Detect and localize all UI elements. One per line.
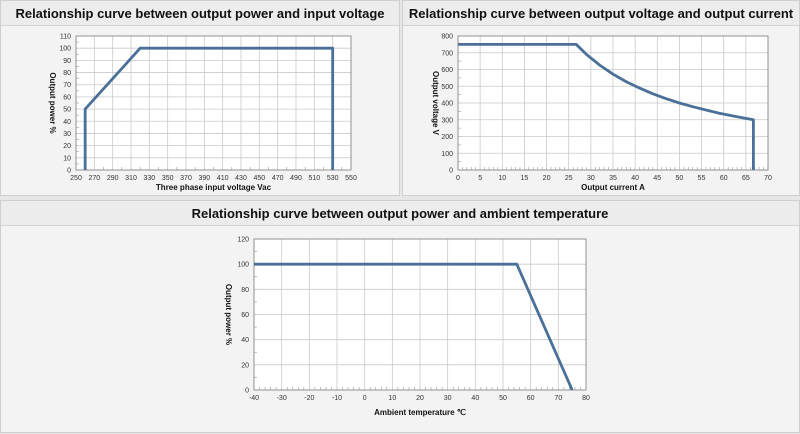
x-tick-label: 20 [543,175,551,182]
y-tick-label: 40 [241,337,249,344]
y-tick-label: 0 [449,168,453,175]
x-tick-label: 70 [764,175,772,182]
x-tick-label: 50 [676,175,684,182]
x-tick-label: 30 [587,175,595,182]
y-tick-label: 500 [441,84,453,91]
y-tick-label: 20 [241,362,249,369]
x-tick-label: 35 [609,175,617,182]
x-tick-label: 80 [582,395,590,402]
x-tick-label: 470 [272,175,284,182]
y-tick-label: 20 [63,143,71,150]
x-tick-label: 30 [444,395,452,402]
plot-frame [75,35,352,171]
y-tick-label: 90 [63,58,71,65]
x-tick-label: 20 [416,395,424,402]
x-tick-label: 250 [70,175,82,182]
x-tick-label: 0 [456,175,460,182]
x-tick-label: 45 [653,175,661,182]
x-tick-label: 10 [498,175,506,182]
x-tick-label: 290 [107,175,119,182]
x-tick-label: 550 [345,175,357,182]
x-tick-label: 490 [290,175,302,182]
x-tick-label: -30 [277,395,287,402]
y-tick-label: 700 [441,50,453,57]
x-tick-label: 60 [527,395,535,402]
x-tick-label: 410 [217,175,229,182]
y-axis-title: Output power % [48,72,57,133]
y-tick-label: 80 [63,70,71,77]
x-tick-label: 370 [180,175,192,182]
x-axis-title: Output current A [581,183,645,192]
plot-frame [253,238,587,391]
y-tick-label: 0 [245,388,249,395]
x-tick-label: 5 [478,175,482,182]
x-tick-label: 25 [565,175,573,182]
chart-panel-voltage-vs-current: Relationship curve between output voltag… [402,0,800,196]
x-tick-label: 10 [388,395,396,402]
x-tick-label: 40 [631,175,639,182]
x-tick-label: 60 [720,175,728,182]
x-tick-label: -10 [332,395,342,402]
x-tick-label: 65 [742,175,750,182]
y-axis-title: Output voltage V [431,71,440,136]
y-tick-label: 400 [441,101,453,108]
x-tick-label: 0 [363,395,367,402]
y-tick-label: 100 [237,262,249,269]
x-tick-label: -40 [249,395,259,402]
plot-area [76,36,351,170]
chart-panel-power-vs-temperature: Relationship curve between output power … [0,200,800,433]
x-tick-label: 510 [308,175,320,182]
x-tick-label: 530 [327,175,339,182]
y-tick-label: 70 [63,82,71,89]
x-tick-label: 310 [125,175,137,182]
chart-power-vs-temperature: -40 -30 -20 -10 0 10 20 30 40 50 60 70 80 0 20 40 60 80 10… [224,237,590,418]
chart-voltage-vs-current: 0 5 10 15 20 25 30 35 40 45 50 55 60 65 70010020030040… [431,34,772,193]
series-line [458,42,755,170]
plot-frame [457,35,769,171]
y-tick-label: 120 [237,237,249,244]
y-tick-label: 800 [441,34,453,41]
chart-panel-power-vs-voltage: Relationship curve between output power … [0,0,400,196]
series-line [254,262,574,391]
y-tick-label: 110 [60,34,71,41]
y-tick-label: 80 [241,287,249,294]
x-tick-label: 350 [162,175,174,182]
y-tick-label: 300 [441,117,453,124]
x-tick-label: 390 [198,175,210,182]
x-tick-label: 330 [143,175,155,182]
chart-title: Relationship curve between output power … [1,201,799,226]
x-tick-label: 15 [521,175,529,182]
y-tick-label: 10 [63,155,71,162]
y-tick-label: 60 [63,94,71,101]
x-tick-label: 70 [554,395,562,402]
x-axis-title: Ambient temperature ℃ [374,408,466,417]
y-tick-label: 100 [441,151,453,158]
x-tick-label: 270 [88,175,100,182]
chart-title: Relationship curve between output voltag… [403,1,799,26]
y-axis-title: Output power % [224,284,233,345]
x-tick-label: 55 [698,175,706,182]
y-tick-label: 60 [241,312,249,319]
y-tick-label: 100 [59,46,71,53]
y-tick-label: 0 [67,168,71,175]
y-tick-label: 30 [63,131,71,138]
x-tick-label: -20 [304,395,314,402]
x-tick-label: 50 [499,395,507,402]
series-line [83,46,335,170]
chart-power-vs-voltage: 250 270 290 310 330 350 370 390 410 430 450 470 490 5… [48,34,357,193]
y-tick-label: 600 [441,67,453,74]
chart-title: Relationship curve between output power … [1,1,399,26]
x-axis-title: Three phase input voltage Vac [156,183,272,192]
y-tick-label: 200 [441,134,453,141]
y-tick-label: 50 [63,107,71,114]
x-tick-label: 430 [235,175,247,182]
y-tick-label: 40 [63,119,71,126]
x-tick-label: 40 [471,395,479,402]
x-tick-label: 450 [253,175,265,182]
